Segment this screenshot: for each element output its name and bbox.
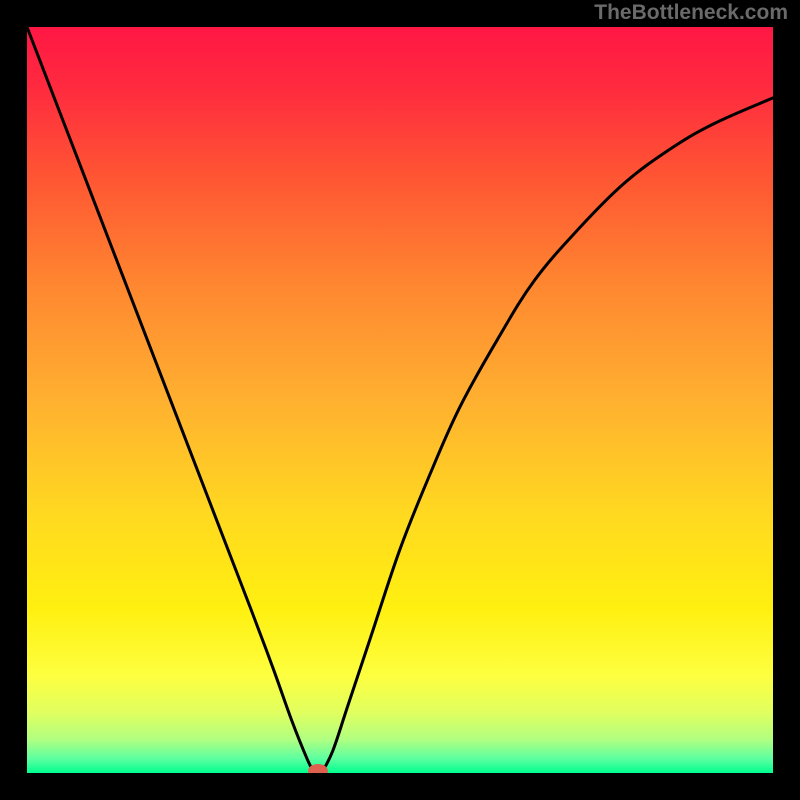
watermark-text: TheBottleneck.com bbox=[594, 1, 788, 25]
bottleneck-curve-left bbox=[27, 27, 314, 773]
bottleneck-curve-right bbox=[322, 98, 773, 773]
curve-layer bbox=[27, 27, 773, 773]
chart-container: TheBottleneck.com bbox=[0, 0, 800, 800]
plot-area bbox=[27, 27, 773, 773]
